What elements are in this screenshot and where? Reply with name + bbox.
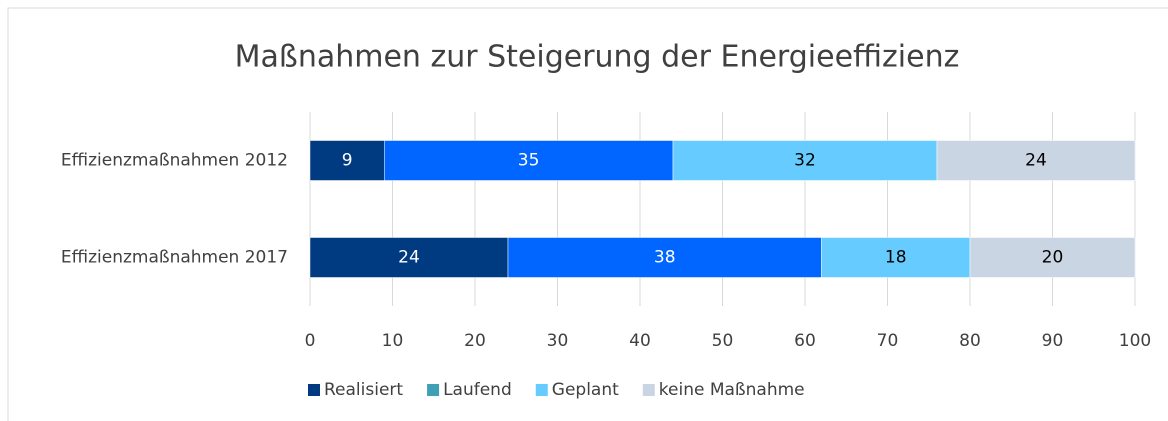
data-label: 32 [794, 151, 816, 171]
y-tick-label: Effizienzmaßnahmen 2012 [61, 151, 288, 171]
legend-label: keine Maßnahme [659, 380, 805, 400]
bar-segment [672, 140, 938, 181]
data-label: 38 [654, 248, 676, 268]
x-tick-label: 80 [959, 331, 981, 351]
x-tick-label: 20 [464, 331, 486, 351]
bar-segment [309, 237, 509, 278]
x-tick-label: 100 [1119, 331, 1151, 351]
chart-title: Maßnahmen zur Steigerung der Energieeffi… [235, 40, 960, 75]
data-label: 20 [1042, 248, 1064, 268]
data-label: 24 [1025, 151, 1047, 171]
x-tick-label: 50 [712, 331, 734, 351]
data-label: 18 [885, 248, 907, 268]
legend-label: Laufend [443, 380, 512, 400]
bar-segment [507, 237, 822, 278]
x-tick-label: 70 [877, 331, 899, 351]
x-tick-label: 0 [305, 331, 316, 351]
y-tick-label: Effizienzmaßnahmen 2017 [61, 248, 288, 268]
x-tick-label: 30 [547, 331, 569, 351]
x-tick-label: 60 [794, 331, 816, 351]
legend-label: Geplant [552, 380, 619, 400]
chart-frame [7, 7, 1168, 421]
legend-swatch [427, 384, 440, 396]
bar-segment [969, 237, 1136, 278]
data-label: 35 [518, 151, 540, 171]
x-tick-label: 10 [382, 331, 404, 351]
bar-segment [821, 237, 971, 278]
data-label: 9 [342, 151, 353, 171]
legend-swatch [642, 384, 655, 396]
legend-swatch [308, 384, 320, 396]
legend-swatch [535, 384, 548, 396]
bar-segment [309, 140, 385, 181]
x-tick-label: 40 [629, 331, 651, 351]
bar-segment [384, 140, 674, 181]
bar-segment [936, 140, 1136, 181]
x-tick-label: 90 [1042, 331, 1064, 351]
legend-label: Realisiert [324, 380, 403, 400]
data-label: 24 [398, 248, 420, 268]
